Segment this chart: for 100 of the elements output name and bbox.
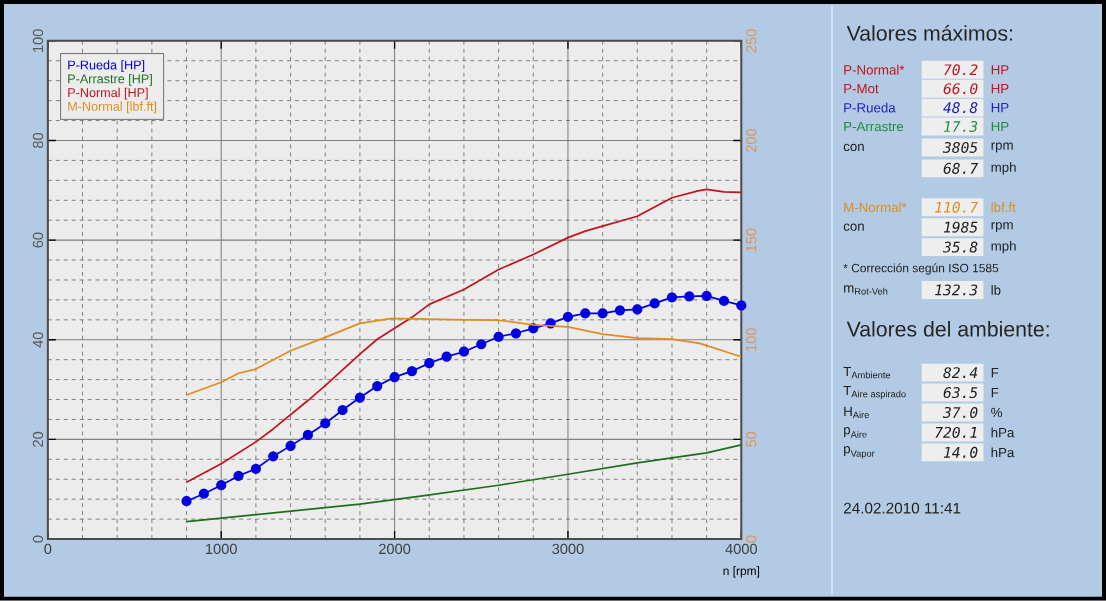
text: M-Normal [lbf.ft]	[68, 101, 157, 114]
text: F	[991, 388, 999, 398]
line-series	[185, 188, 742, 484]
y2-tick-label: 250	[746, 29, 757, 53]
text: 68.7	[943, 162, 979, 174]
text: F	[991, 368, 999, 378]
point	[441, 351, 452, 362]
text: rpm	[991, 142, 1013, 153]
text: $\text{H}_{\text{Aire}}$	[844, 406, 869, 419]
y-tick-label: 0	[32, 535, 44, 543]
text: P-Arrastre [HP]	[68, 74, 152, 86]
point	[458, 346, 470, 357]
point	[372, 381, 383, 392]
point	[424, 358, 435, 369]
text: 132.3	[935, 284, 978, 296]
text: P-Arrastre	[844, 121, 904, 132]
text: HP	[991, 103, 1009, 113]
point	[285, 440, 296, 452]
text: HP	[991, 84, 1009, 94]
text: $\text{T}_{\text{Ambiente}}$	[843, 367, 891, 379]
point	[198, 488, 209, 499]
point	[597, 308, 608, 319]
text: HP	[991, 122, 1009, 132]
x-tick-label: 2000	[379, 543, 411, 555]
y2-tick-label: 100	[746, 328, 757, 351]
text: P-Normal*	[844, 64, 905, 75]
text: lbf.ft	[991, 202, 1016, 213]
point	[216, 480, 227, 491]
point	[181, 496, 192, 507]
point	[354, 392, 366, 403]
point	[302, 429, 314, 441]
text: HP	[991, 65, 1009, 75]
text: P-Mot	[844, 84, 879, 94]
text: 720.1	[935, 427, 977, 439]
x-axis-title: n [rpm]	[723, 566, 760, 578]
y2-tick-label: 200	[746, 128, 757, 153]
text: 48.8	[943, 102, 978, 114]
point	[684, 291, 695, 302]
text: 63.5	[943, 387, 978, 399]
text: $\text{p}_{\text{Aire}}$	[844, 427, 867, 438]
text: P-Rueda	[844, 102, 896, 113]
y-tick-label: 60	[32, 232, 44, 248]
text: 70.2	[944, 64, 978, 76]
point	[614, 305, 626, 316]
text: $\text{p}_{\text{Vapor}}$	[844, 446, 875, 459]
text: hPa	[991, 447, 1015, 458]
text: 37.0	[942, 407, 978, 419]
text: mph	[991, 241, 1016, 254]
x-tick-label: 4000	[725, 543, 757, 555]
text: lb	[991, 285, 1001, 295]
y2-tick-label: 50	[746, 431, 757, 448]
text: 110.7	[935, 201, 979, 213]
text: rpm	[991, 222, 1013, 233]
point	[510, 328, 522, 339]
text: P-Rueda [HP]	[68, 60, 145, 73]
point	[493, 331, 504, 342]
text: 82.4	[943, 367, 978, 379]
text: 17.3	[943, 121, 978, 133]
point	[320, 418, 331, 429]
point	[476, 339, 487, 350]
point	[666, 292, 678, 303]
line-series	[185, 444, 742, 523]
line-series	[185, 317, 742, 396]
text: hPa	[991, 427, 1015, 438]
x-tick-label: 3000	[552, 543, 584, 555]
y-tick-label: 80	[32, 133, 44, 149]
y-tick-label: 40	[32, 332, 44, 348]
text: mph	[991, 162, 1016, 175]
text: 66.0	[943, 83, 978, 95]
text: 35.8	[942, 241, 978, 253]
y2-tick-label: 150	[746, 228, 757, 252]
point	[701, 290, 712, 302]
text: P-Normal [HP]	[68, 87, 148, 100]
y-tick-label: 20	[32, 431, 44, 447]
point	[389, 372, 400, 383]
y-tick-label: 100	[32, 29, 44, 53]
point	[406, 366, 418, 377]
point	[632, 304, 643, 315]
text: M-Normal*	[844, 202, 907, 213]
point	[233, 470, 244, 481]
point	[337, 404, 348, 416]
point	[718, 295, 730, 307]
point	[268, 451, 279, 462]
x-tick-label: 0	[44, 543, 52, 555]
text: %	[991, 407, 1003, 418]
text: 3805	[942, 142, 978, 154]
text: con	[843, 223, 864, 231]
point	[250, 463, 261, 475]
text: $\text{T}_{\text{Aire aspirado}}$	[843, 386, 906, 400]
y2-tick-label: 0	[746, 535, 757, 543]
text: Valores máximos:	[846, 25, 1013, 41]
text: Valores del ambiente:	[846, 321, 1049, 337]
text: 14.0	[943, 446, 978, 458]
x-tick-label: 1000	[206, 543, 237, 555]
point	[562, 311, 574, 323]
text: * Corrección según ISO 1585	[843, 263, 999, 275]
point	[580, 308, 591, 319]
point	[736, 300, 747, 311]
text: con	[843, 143, 864, 152]
text: 1985	[943, 221, 978, 233]
